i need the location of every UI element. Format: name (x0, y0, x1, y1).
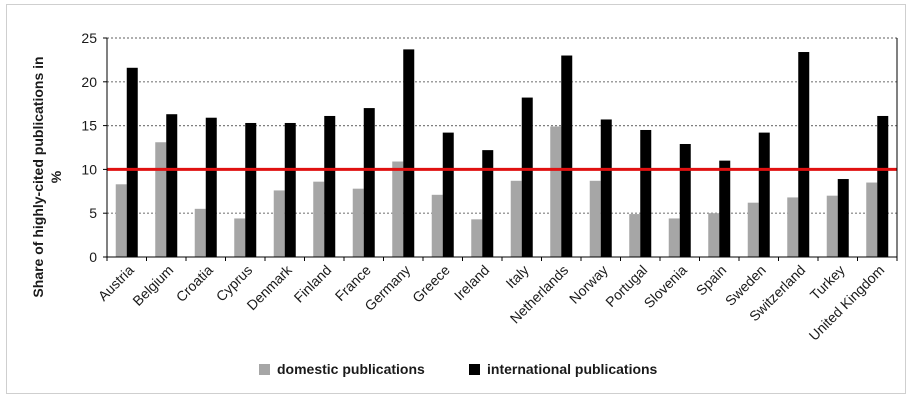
bar-international-cyprus (245, 122, 257, 257)
bar-domestic-italy (510, 180, 522, 257)
x-tick-labels: AustriaBelgiumCroatiaCyprusDenmarkFinlan… (95, 261, 888, 343)
x-tick-label-italy: Italy (502, 262, 531, 291)
bar-domestic-croatia (194, 208, 206, 257)
x-tick-label-denmark: Denmark (243, 261, 295, 313)
bar-international-germany (403, 49, 415, 257)
legend-swatch-international (469, 364, 480, 375)
y-axis-label-line-2: % (48, 170, 64, 183)
x-tick-label-croatia: Croatia (173, 262, 216, 305)
bar-domestic-switzerland (787, 197, 799, 257)
bar-domestic-ireland (471, 219, 483, 257)
bar-international-croatia (205, 117, 217, 257)
bar-domestic-turkey (826, 195, 838, 257)
axes (103, 37, 898, 261)
bar-domestic-united-kingdom (866, 182, 878, 257)
bar-domestic-netherlands (550, 126, 562, 257)
x-tick-label-greece: Greece (409, 262, 453, 306)
bar-international-finland (324, 115, 336, 258)
x-tick-label-slovenia: Slovenia (641, 262, 690, 311)
bar-domestic-spain (708, 213, 720, 257)
y-tick-label-1: 5 (89, 205, 97, 221)
bar-domestic-france (352, 188, 364, 257)
bar-international-italy (521, 97, 533, 258)
bar-domestic-denmark (273, 190, 285, 257)
x-tick-label-belgium: Belgium (129, 262, 176, 309)
legend: domestic publications international publ… (259, 361, 658, 377)
bar-domestic-greece (431, 194, 443, 257)
bar-domestic-germany (392, 161, 404, 257)
bar-domestic-austria (115, 184, 127, 257)
bar-international-belgium (166, 114, 178, 257)
y-axis-label-line-1: Share of highly-cited publications in (30, 56, 46, 297)
y-tick-label-4: 20 (81, 74, 97, 90)
bar-international-greece (442, 132, 454, 257)
bar-international-austria (126, 67, 138, 257)
bars (115, 49, 889, 258)
bar-domestic-portugal (629, 214, 641, 257)
bar-international-united-kingdom (877, 115, 889, 258)
bar-international-slovenia (679, 143, 691, 257)
bar-international-france (363, 108, 375, 257)
x-tick-label-finland: Finland (291, 262, 335, 306)
y-tick-labels: 0 5 10 15 20 25 (81, 30, 97, 265)
bar-domestic-belgium (155, 142, 167, 257)
bar-domestic-cyprus (234, 218, 246, 257)
x-tick-label-ireland: Ireland (451, 262, 493, 304)
y-tick-label-0: 0 (89, 249, 97, 265)
bar-international-portugal (640, 129, 652, 257)
bar-domestic-finland (313, 181, 325, 257)
bar-chart: 0 5 10 15 20 25 AustriaBelgiumCroatiaCyprusDe… (30, 30, 898, 377)
bar-international-denmark (284, 122, 296, 257)
bar-international-sweden (758, 132, 770, 257)
x-tick-label-spain: Spain (693, 262, 730, 299)
legend-label-domestic: domestic publications (277, 361, 425, 377)
y-tick-label-2: 10 (81, 161, 97, 177)
y-tick-label-3: 15 (81, 118, 97, 134)
y-tick-label-5: 25 (81, 30, 97, 46)
bar-domestic-sweden (747, 202, 759, 257)
bar-international-norway (600, 119, 612, 257)
chart-frame: 0 5 10 15 20 25 Austria Belgium Croatia Cyprus De… (6, 4, 906, 394)
bar-international-netherlands (561, 55, 573, 257)
bar-international-ireland (482, 150, 494, 257)
bar-international-turkey (837, 179, 849, 257)
gridlines (107, 37, 897, 214)
bar-domestic-norway (589, 180, 601, 257)
bar-international-spain (719, 160, 731, 257)
bar-domestic-slovenia (668, 218, 680, 257)
legend-swatch-domestic (259, 364, 270, 375)
legend-label-international: international publications (487, 361, 658, 377)
bar-international-switzerland (798, 52, 810, 258)
